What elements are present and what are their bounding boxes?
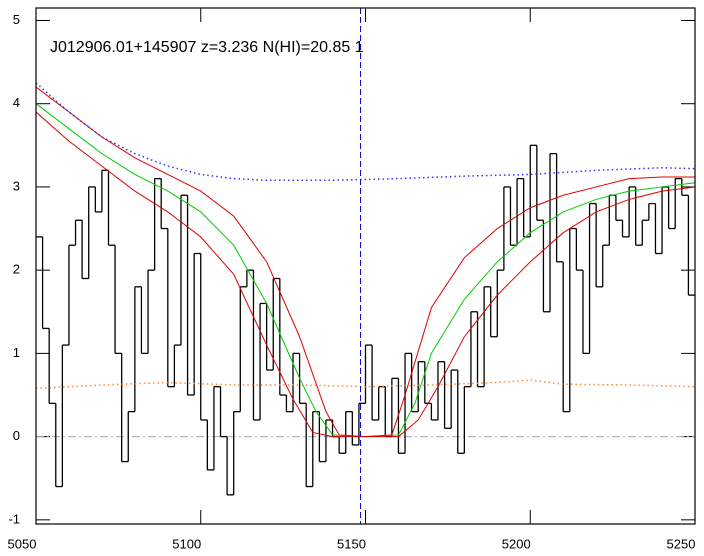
y-tick-label: 5 [13,12,20,27]
x-tick-label: 5050 [8,536,37,551]
x-tick-label: 5100 [172,536,201,551]
chart-title: J012906.01+145907 z=3.236 N(HI)=20.85 1 [50,39,364,56]
plot-area [36,8,695,524]
x-tick-label: 5150 [337,536,366,551]
dotted-curve [36,82,695,182]
y-tick-label: 0 [13,428,20,443]
model-curve [36,111,695,438]
y-tick-label: 3 [13,178,20,193]
y-tick-label: 2 [13,262,20,277]
y-tick-label: 4 [13,95,20,110]
y-tick-label: -1 [8,511,20,526]
x-tick-label: 5200 [502,536,531,551]
x-tick-label: 5250 [667,536,696,551]
plot-frame [35,7,696,525]
y-tick-label: 1 [13,345,20,360]
